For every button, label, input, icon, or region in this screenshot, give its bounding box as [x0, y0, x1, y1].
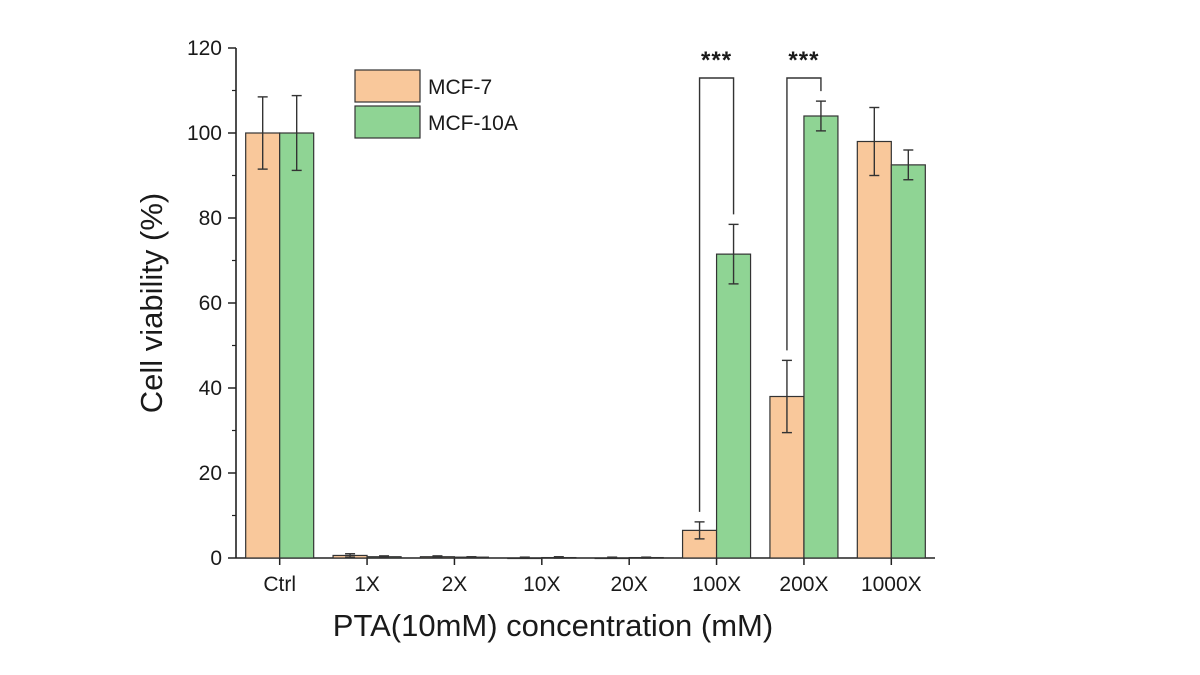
x-tick-label: 1000X — [861, 573, 922, 596]
x-tick-label: 200X — [779, 573, 828, 596]
legend-label: MCF-7 — [428, 76, 492, 99]
x-tick-label: 1X — [354, 573, 380, 596]
significance-label: *** — [788, 47, 819, 74]
y-tick-label: 0 — [210, 547, 222, 570]
bar — [715, 253, 752, 559]
legend-swatch — [354, 105, 421, 139]
y-axis-title: Cell viability (%) — [134, 193, 169, 413]
y-tick-label: 80 — [199, 207, 222, 230]
x-tick-label: Ctrl — [263, 573, 296, 596]
y-tick-label: 20 — [199, 462, 222, 485]
bar — [245, 132, 281, 559]
y-tick-label: 100 — [187, 122, 222, 145]
y-tick-label: 60 — [199, 292, 222, 315]
x-tick-label: 100X — [692, 573, 741, 596]
x-tick-label: 2X — [442, 573, 468, 596]
legend: MCF-7 MCF-10A — [354, 69, 518, 139]
bar — [856, 140, 892, 559]
bars — [245, 115, 926, 560]
bar — [803, 115, 839, 559]
y-tick-label: 40 — [199, 377, 222, 400]
y-tick-label: 120 — [187, 37, 222, 60]
x-tick-label: 20X — [611, 573, 648, 596]
significance-bracket — [786, 77, 822, 351]
significance-annotations: *** *** — [698, 47, 822, 512]
bar — [890, 164, 926, 559]
significance-label: *** — [701, 47, 732, 74]
legend-swatch — [354, 69, 421, 103]
x-tick-label: 10X — [523, 573, 560, 596]
significance-bracket — [698, 77, 735, 512]
legend-label: MCF-10A — [428, 112, 518, 135]
x-axis-title: PTA(10mM) concentration (mM) — [333, 608, 773, 643]
axes: 0 20 40 60 80 100 120 Ctrl 1X 2X 10X 20X 100X 200X 100… — [187, 37, 935, 596]
bar — [279, 132, 315, 559]
error-bars — [257, 94, 914, 559]
